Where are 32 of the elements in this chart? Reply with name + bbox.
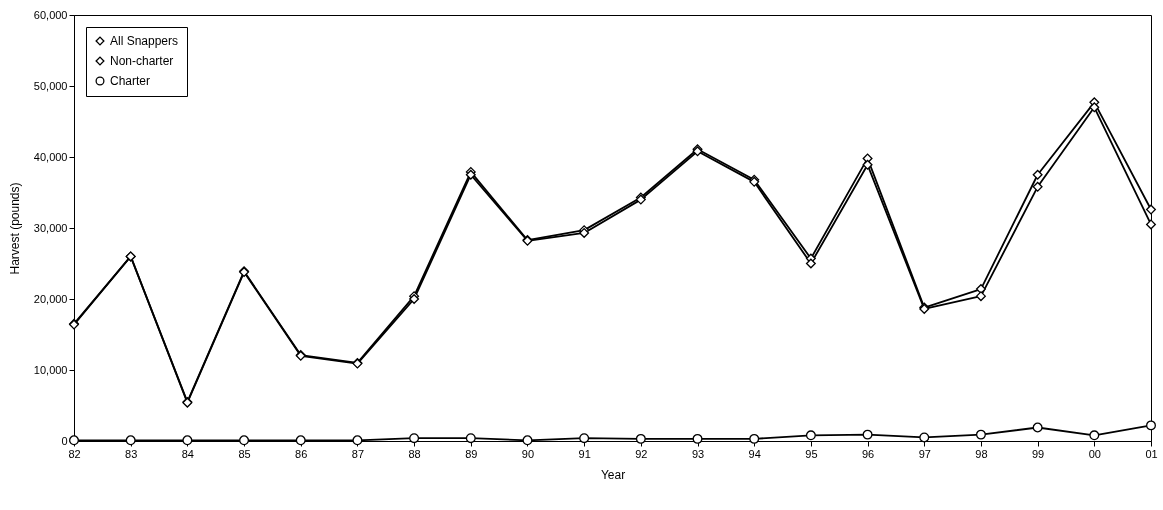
x-tick-label: 84 — [181, 447, 194, 460]
x-tick-label: 88 — [408, 447, 421, 460]
x-tick-label: 86 — [295, 447, 308, 460]
x-tick-label: 92 — [635, 447, 648, 460]
x-tick-label: 98 — [975, 447, 988, 460]
x-tick-label: 99 — [1032, 447, 1045, 460]
x-tick-label: 95 — [805, 447, 818, 460]
legend-label: All Snappers — [110, 34, 179, 48]
y-tick-label: 30,000 — [33, 221, 68, 234]
x-tick-label: 01 — [1145, 447, 1158, 460]
x-tick-label: 91 — [578, 447, 591, 460]
x-tick-label: 85 — [238, 447, 251, 460]
x-tick-label: 00 — [1088, 447, 1101, 460]
x-axis-title: Year — [600, 467, 626, 482]
y-tick-label: 40,000 — [33, 150, 68, 163]
x-tick-label: 90 — [521, 447, 535, 460]
y-tick-label: 10,000 — [33, 363, 68, 376]
x-tick-label: 87 — [351, 447, 365, 460]
x-tick-label: 93 — [691, 447, 705, 460]
y-tick-label: 20,000 — [33, 292, 68, 305]
x-tick-label: 82 — [68, 447, 81, 460]
x-tick-label: 83 — [125, 447, 138, 460]
y-tick-label: 50,000 — [33, 79, 68, 92]
x-tick-label: 96 — [861, 447, 875, 460]
y-axis-title: Harvest (pounds) — [7, 182, 22, 275]
y-tick-label: 0 — [61, 434, 68, 447]
x-tick-label: 89 — [465, 447, 478, 460]
legend-label: Non-charter — [110, 54, 174, 68]
y-tick-label: 60,000 — [33, 8, 68, 21]
legend-label: Charter — [110, 74, 151, 88]
x-tick-label: 94 — [748, 447, 761, 460]
x-tick-label: 97 — [918, 447, 931, 460]
